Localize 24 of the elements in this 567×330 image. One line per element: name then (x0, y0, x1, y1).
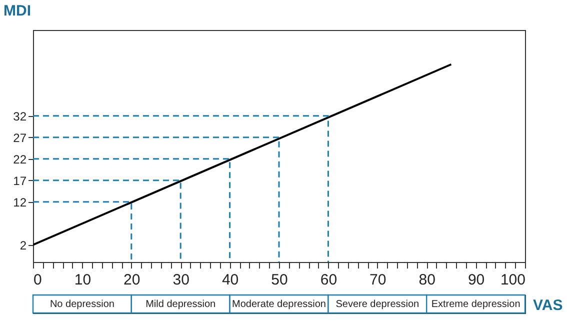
text: No depression (50, 299, 114, 310)
x-axis-title: VAS (533, 297, 563, 314)
x-tick-label: 40 (222, 272, 239, 288)
x-tick-label: 80 (418, 272, 436, 288)
x-tick-label: 90 (468, 272, 485, 288)
y-tick-label: 27 (13, 130, 27, 145)
x-tick-label: 20 (124, 272, 140, 288)
x-tick-label: 30 (172, 272, 190, 288)
x-tick-label: 60 (320, 272, 338, 288)
text: Moderate depression (232, 299, 326, 310)
y-tick-label: 12 (13, 195, 27, 210)
y-tick-label: 2 (20, 238, 27, 252)
x-tick-label: 0 (34, 272, 42, 288)
text: Severe depression (336, 299, 420, 310)
y-tick-label: 17 (13, 174, 27, 188)
x-tick-label: 50 (271, 272, 288, 288)
y-axis-title: MDI (4, 2, 31, 20)
x-tick-label: 10 (74, 272, 92, 288)
text: Mild depression (146, 299, 216, 310)
text: Extreme depression (431, 299, 520, 310)
x-tick-label: 100 (500, 272, 526, 288)
y-tick-label: 32 (13, 109, 27, 124)
y-tick-label: 22 (13, 152, 27, 166)
x-tick-label: 70 (370, 272, 386, 288)
